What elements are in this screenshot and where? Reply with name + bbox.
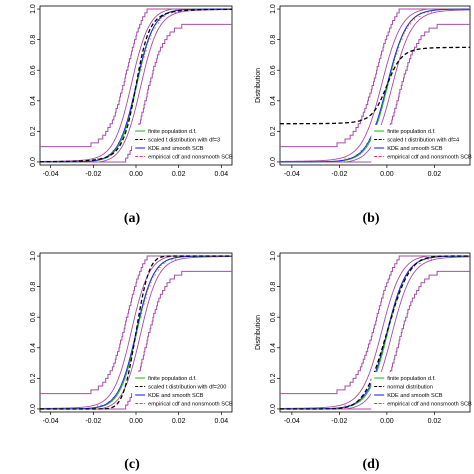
chart-panel: -0.04 -0.02 0.00 0.02 0.0 0.2 0.4 0.6 0.8 1.0 Dist… — [255, 251, 472, 472]
y-tick-label: 0.4 — [30, 343, 37, 353]
legend-entry: KDE and smooth SCB — [148, 146, 204, 152]
y-tick-label: 0.8 — [270, 282, 277, 292]
panel-label: (c) — [124, 457, 140, 472]
legend-entry: empirical cdf and nonsmooth SCB — [387, 155, 472, 161]
series-group — [40, 255, 232, 410]
legend: finite population d.f. normal distributio… — [371, 372, 472, 410]
x-tick-label: 0.00 — [380, 418, 394, 425]
x-tick-label: 0.02 — [172, 171, 186, 178]
x-tick-label: 0.04 — [215, 418, 229, 425]
x-tick-label: 0.04 — [215, 171, 229, 178]
x-tick-label: 0.02 — [428, 171, 442, 178]
legend-entry: scaled t distribution with df=4 — [387, 138, 459, 144]
y-tick-label: 0.6 — [30, 312, 37, 322]
legend-entry: empirical cdf and nonsmooth SCB — [148, 402, 233, 408]
reference-distribution-line — [280, 46, 470, 125]
legend: finite population d.f. scaled t distribut… — [132, 372, 233, 410]
y-tick-label: 0.4 — [270, 343, 277, 353]
x-tick-label: -0.02 — [331, 171, 347, 178]
y-tick-label: 0.6 — [270, 65, 277, 75]
panel-label: (b) — [362, 211, 379, 226]
x-tick-label: -0.04 — [284, 418, 300, 425]
legend-entry: scaled t distribution with df=3 — [148, 138, 220, 144]
legend-entry: empirical cdf and nonsmooth SCB — [148, 155, 233, 161]
series-group — [280, 255, 470, 410]
x-tick-label: 0.00 — [380, 171, 394, 178]
y-axis-label: Distribution — [255, 315, 262, 350]
y-tick-label: 0.0 — [30, 157, 37, 167]
y-tick-label: 0.0 — [270, 404, 277, 414]
y-tick-label: 1.0 — [270, 4, 277, 14]
legend-entry: normal distribution — [387, 385, 433, 391]
y-tick-label: 0.4 — [270, 96, 277, 106]
legend-entry: finite population d.f. — [387, 376, 436, 382]
y-tick-label: 1.0 — [30, 4, 37, 14]
y-tick-label: 0.2 — [270, 373, 277, 383]
x-tick-label: -0.04 — [284, 171, 300, 178]
y-tick-label: 0.6 — [30, 65, 37, 75]
y-tick-label: 0.8 — [30, 282, 37, 292]
legend-entry: KDE and smooth SCB — [387, 146, 443, 152]
x-tick-label: 0.02 — [172, 418, 186, 425]
y-tick-label: 1.0 — [270, 251, 277, 261]
legend: finite population d.f. scaled t distribut… — [371, 125, 472, 163]
y-tick-label: 0.2 — [270, 126, 277, 136]
reference-distribution-line — [40, 255, 232, 410]
chart-panel: -0.04 -0.02 0.00 0.02 0.0 0.2 0.4 0.6 0.8 1.0 Dist… — [255, 4, 472, 226]
legend-entry: scaled t distribution with df=200 — [148, 385, 226, 391]
y-tick-label: 0.8 — [270, 35, 277, 45]
y-tick-label: 0.6 — [270, 312, 277, 322]
legend: finite population d.f. scaled t distribut… — [132, 125, 233, 163]
y-tick-label: 0.4 — [30, 96, 37, 106]
y-axis-label: Distribution — [255, 68, 262, 103]
reference-distribution-line — [40, 8, 232, 163]
reference-distribution-line — [280, 255, 470, 410]
legend-entry: finite population d.f. — [148, 129, 197, 135]
y-tick-label: 0.0 — [270, 157, 277, 167]
y-tick-label: 0.2 — [30, 126, 37, 136]
x-tick-label: -0.02 — [331, 418, 347, 425]
chart-panel: -0.04 -0.02 0.00 0.02 0.04 0.0 0.2 0.4 0.6 0.8 1.0… — [30, 251, 233, 472]
y-tick-label: 0.2 — [30, 373, 37, 383]
legend-entry: finite population d.f. — [148, 376, 197, 382]
legend-entry: KDE and smooth SCB — [387, 393, 443, 399]
y-tick-label: 0.8 — [30, 35, 37, 45]
x-tick-label: -0.02 — [85, 418, 101, 425]
legend-entry: KDE and smooth SCB — [148, 393, 204, 399]
x-tick-label: 0.00 — [129, 171, 143, 178]
x-tick-label: -0.04 — [43, 171, 59, 178]
chart-panel: -0.04 -0.02 0.00 0.02 0.04 0.0 0.2 0.4 0.6 0.8 1.0… — [30, 4, 233, 226]
legend-entry: finite population d.f. — [387, 129, 436, 135]
legend-entry: empirical cdf and nonsmooth SCB — [387, 402, 472, 408]
panel-label: (a) — [124, 211, 141, 226]
y-tick-label: 0.0 — [30, 404, 37, 414]
x-tick-label: -0.02 — [85, 171, 101, 178]
x-tick-label: 0.02 — [428, 418, 442, 425]
plot-frame — [279, 252, 471, 413]
series-group — [40, 8, 232, 163]
plot-frame — [279, 5, 471, 166]
panel-label: (d) — [362, 457, 379, 472]
x-tick-label: 0.00 — [129, 418, 143, 425]
x-tick-label: -0.04 — [43, 418, 59, 425]
y-tick-label: 1.0 — [30, 251, 37, 261]
